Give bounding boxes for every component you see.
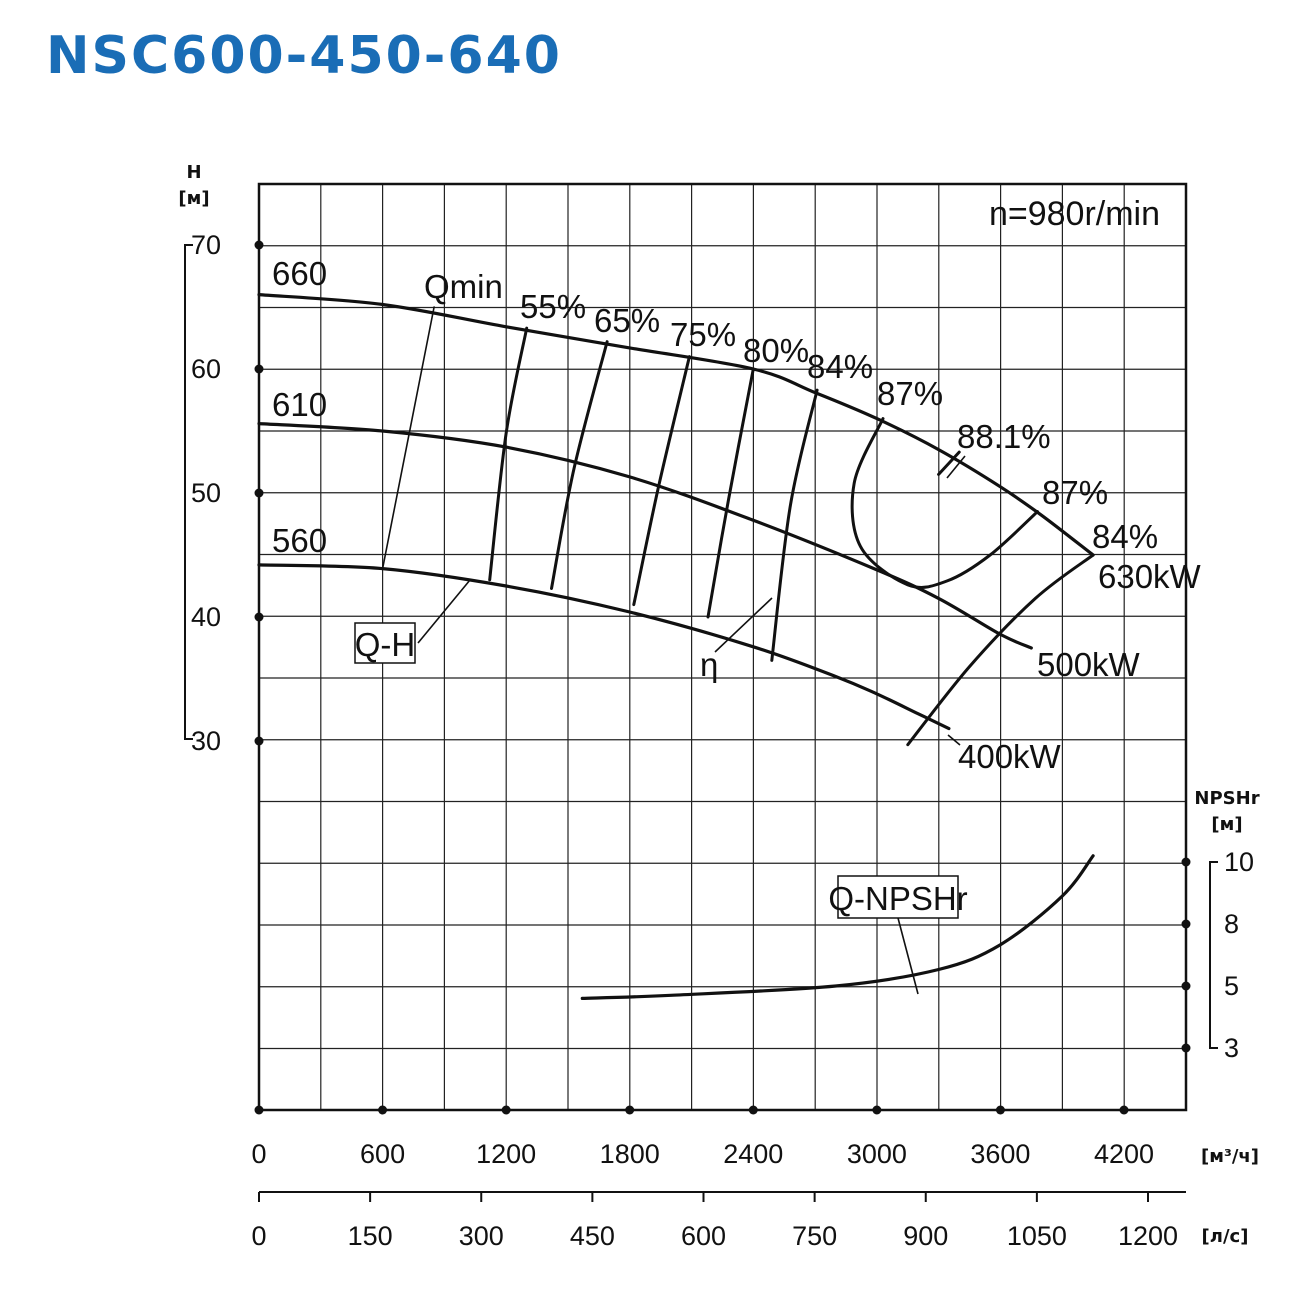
efficiency-label-84b: 84%: [1092, 518, 1158, 555]
x-axis-m3h-tick-label: 600: [360, 1139, 405, 1169]
x-axis-m3h-tick-dot: [748, 1105, 758, 1115]
qh-curve-560: [257, 563, 951, 731]
efficiency-label-84a: 84%: [807, 348, 873, 385]
x-axis-unit-m3h: [м³/ч]: [1201, 1146, 1259, 1167]
qh-leader: [417, 579, 471, 644]
h-axis-tick-label: 60: [191, 354, 221, 384]
h-axis-tick-label: 30: [191, 726, 221, 756]
efficiency-eta-label: η: [700, 646, 718, 683]
h-axis-tick-label: 70: [191, 230, 221, 260]
qmin-label: Qmin: [424, 268, 503, 305]
x-axis-ls-tick-label: 300: [459, 1221, 504, 1251]
h-axis-bracket: [184, 244, 193, 740]
x-axis-ls-tick-label: 900: [903, 1221, 948, 1251]
qh-curve-660: [257, 293, 1095, 557]
h-axis-tick-dot: [254, 736, 264, 746]
x-axis-m3h-tick-dot: [625, 1105, 635, 1115]
npsh-axis-tick-label: 3: [1224, 1033, 1239, 1063]
x-axis-ls-tick-label: 150: [348, 1221, 393, 1251]
efficiency-label-65: 65%: [594, 302, 660, 339]
h-axis-tick-dot: [254, 488, 264, 498]
x-axis-m3h-tick-label: 2400: [723, 1139, 783, 1169]
x-axis-ls-tick-label: 450: [570, 1221, 615, 1251]
x-axis-unit-ls: [л/с]: [1202, 1226, 1249, 1247]
x-axis-m3h-tick-dot: [378, 1105, 388, 1115]
efficiency-line-5: [850, 417, 1039, 589]
efficiency-line-7: [906, 553, 1095, 747]
qh-label-box: [354, 622, 416, 664]
efficiency-label-75: 75%: [670, 316, 736, 353]
npsh-axis-tick-label: 8: [1224, 909, 1239, 939]
h-axis-tick-dot: [254, 364, 264, 374]
efficiency-line-1: [550, 340, 609, 590]
x-axis-m3h-tick-label: 3600: [970, 1139, 1030, 1169]
efficiency-881-leader: [946, 455, 966, 479]
npsh-label: Q-NPSHr: [828, 880, 967, 917]
plot-frame: [257, 182, 1188, 1112]
npsh-axis-tick-dot: [1181, 1043, 1191, 1053]
npsh-leader: [897, 917, 919, 995]
qmin-line: [381, 306, 435, 570]
curve-label-560: 560: [272, 522, 327, 559]
npsh-axis-tick-label: 5: [1224, 971, 1239, 1001]
h-axis-title: H: [186, 162, 201, 183]
x-axis-ls-tick-label: 1200: [1118, 1221, 1178, 1251]
h-axis-tick-label: 50: [191, 478, 221, 508]
x-axis-m3h-tick-dot: [872, 1105, 882, 1115]
npsh-axis-tick-dot: [1181, 857, 1191, 867]
x-axis-m3h-tick-label: 1200: [476, 1139, 536, 1169]
qh-label: Q-H: [355, 626, 416, 663]
efficiency-line-6: [937, 450, 961, 476]
page-title: NSC600-450-640: [46, 26, 562, 86]
curve-label-660: 660: [272, 255, 327, 292]
efficiency-line-3: [706, 367, 755, 619]
labels: H [м] NPSHr [м] [м³/ч] [л/с] n=980r/min …: [178, 162, 1259, 1247]
npsh-axis-unit: [м]: [1211, 814, 1242, 835]
x-axis-m3h-tick-dot: [995, 1105, 1005, 1115]
h-axis-unit: [м]: [178, 188, 209, 209]
power-label-400kw: 400kW: [958, 738, 1062, 775]
npsh-label-box: [837, 875, 959, 919]
h-axis-tick-dot: [254, 612, 264, 622]
power-400-leader: [947, 734, 961, 746]
speed-label: n=980r/min: [989, 195, 1160, 233]
efficiency-line-4: [770, 388, 819, 662]
h-axis-tick-dot: [254, 240, 264, 250]
x-axis-m3h-tick-dot: [254, 1105, 264, 1115]
x-axis-ls-tick-label: 600: [681, 1221, 726, 1251]
x-axis-m3h-tick-label: 0: [251, 1139, 266, 1169]
efficiency-label-87a: 87%: [877, 375, 943, 412]
qh-curve-610: [257, 422, 1033, 650]
npsh-axis-title: NPSHr: [1194, 788, 1259, 809]
x-axis-m3h-tick-label: 4200: [1094, 1139, 1154, 1169]
x-axis-ls-tick-label: 0: [251, 1221, 266, 1251]
efficiency-label-55: 55%: [520, 288, 586, 325]
h-axis-tick-label: 40: [191, 602, 221, 632]
npsh-axis-tick-dot: [1181, 981, 1191, 991]
efficiency-line-0: [488, 326, 529, 582]
x-axis-m3h-tick-dot: [1119, 1105, 1129, 1115]
npsh-axis-bracket: [1209, 861, 1218, 1049]
curves: [257, 293, 1095, 1000]
x-axis-m3h-tick-dot: [501, 1105, 511, 1115]
x-axis-ls-tick-label: 750: [792, 1221, 837, 1251]
efficiency-line-2: [632, 355, 691, 607]
x-axis-m3h-tick-label: 1800: [600, 1139, 660, 1169]
efficiency-label-88-1: 88.1%: [957, 418, 1051, 455]
power-label-500kw: 500kW: [1037, 646, 1141, 683]
grid: [257, 182, 1188, 1112]
curve-label-610: 610: [272, 386, 327, 423]
eta-leader: [714, 597, 773, 653]
efficiency-label-87b: 87%: [1042, 474, 1108, 511]
npshr-curve: [580, 854, 1095, 1000]
power-label-630kw: 630kW: [1098, 558, 1202, 595]
x-axis-m3h-tick-label: 3000: [847, 1139, 907, 1169]
efficiency-label-80: 80%: [743, 332, 809, 369]
npsh-axis-tick-label: 10: [1224, 847, 1254, 877]
x-axis-ls-tick-label: 1050: [1007, 1221, 1067, 1251]
npsh-axis-tick-dot: [1181, 919, 1191, 929]
